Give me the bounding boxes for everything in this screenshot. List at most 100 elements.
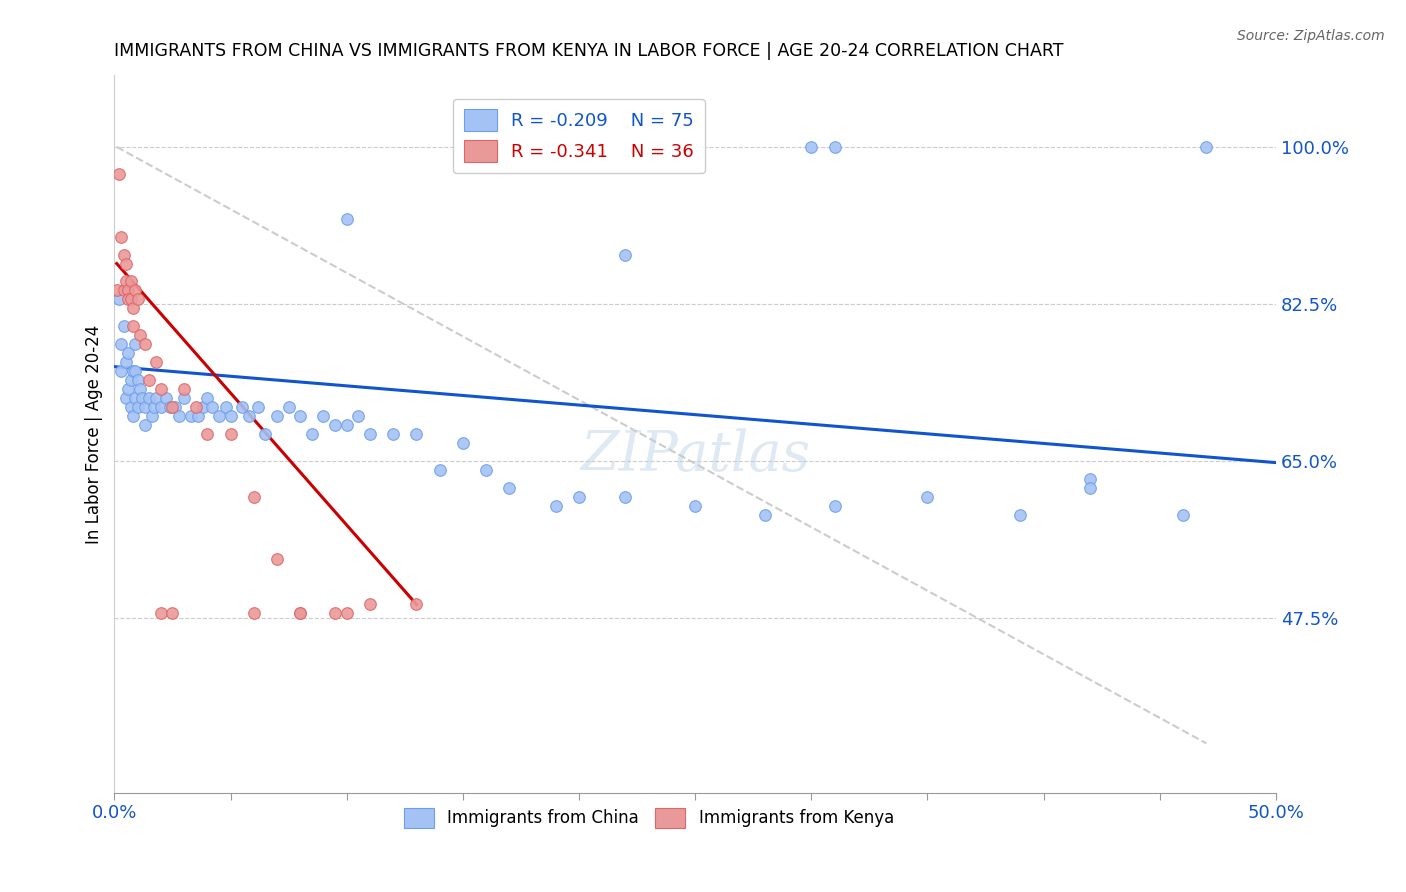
Point xyxy=(323,607,346,621)
Point xyxy=(173,391,195,405)
Point xyxy=(169,409,191,423)
Point xyxy=(149,382,172,396)
Point xyxy=(127,373,149,387)
Point xyxy=(277,400,299,414)
Point xyxy=(122,364,145,378)
Point xyxy=(117,293,139,307)
Point xyxy=(359,597,381,611)
Point xyxy=(110,229,132,244)
Point xyxy=(173,382,195,396)
Point xyxy=(124,284,146,298)
Point xyxy=(824,499,846,513)
Point xyxy=(347,409,370,423)
Legend: Immigrants from China, Immigrants from Kenya: Immigrants from China, Immigrants from K… xyxy=(396,801,901,835)
Point xyxy=(336,417,359,432)
Text: Source: ZipAtlas.com: Source: ZipAtlas.com xyxy=(1237,29,1385,43)
Point xyxy=(163,400,186,414)
Point xyxy=(131,391,153,405)
Point xyxy=(359,426,381,441)
Point xyxy=(105,284,128,298)
Point xyxy=(187,409,209,423)
Point xyxy=(108,167,131,181)
Point xyxy=(120,400,142,414)
Point xyxy=(208,409,231,423)
Point xyxy=(917,490,939,504)
Point xyxy=(429,463,451,477)
Point xyxy=(243,490,266,504)
Point xyxy=(754,508,776,522)
Point xyxy=(243,607,266,621)
Point xyxy=(112,319,135,334)
Point xyxy=(336,607,359,621)
Point xyxy=(254,426,277,441)
Point xyxy=(120,373,142,387)
Point xyxy=(266,409,288,423)
Point xyxy=(120,293,142,307)
Point xyxy=(290,607,312,621)
Point xyxy=(1195,140,1218,154)
Point xyxy=(110,364,132,378)
Point xyxy=(162,607,184,621)
Point xyxy=(405,426,427,441)
Point xyxy=(195,391,218,405)
Point xyxy=(1171,508,1194,522)
Point xyxy=(231,400,253,414)
Point xyxy=(323,417,346,432)
Point xyxy=(544,499,567,513)
Point xyxy=(475,463,498,477)
Point xyxy=(195,426,218,441)
Point xyxy=(149,607,172,621)
Point xyxy=(247,400,270,414)
Point xyxy=(1078,481,1101,495)
Point xyxy=(1010,508,1032,522)
Point xyxy=(129,328,152,343)
Point xyxy=(142,400,165,414)
Point xyxy=(134,417,156,432)
Point xyxy=(149,400,172,414)
Point xyxy=(117,346,139,360)
Point xyxy=(336,211,359,226)
Point xyxy=(191,400,214,414)
Point xyxy=(117,284,139,298)
Point xyxy=(122,319,145,334)
Point xyxy=(1078,472,1101,486)
Point xyxy=(159,400,181,414)
Point xyxy=(117,382,139,396)
Point xyxy=(568,490,591,504)
Point xyxy=(138,373,160,387)
Y-axis label: In Labor Force | Age 20-24: In Labor Force | Age 20-24 xyxy=(86,325,103,543)
Point xyxy=(129,382,152,396)
Point xyxy=(290,409,312,423)
Point xyxy=(127,400,149,414)
Point xyxy=(145,355,167,369)
Point xyxy=(180,409,202,423)
Point xyxy=(215,400,238,414)
Point xyxy=(122,409,145,423)
Point xyxy=(201,400,224,414)
Point xyxy=(614,247,637,261)
Point xyxy=(138,391,160,405)
Point xyxy=(162,400,184,414)
Point xyxy=(134,337,156,351)
Point xyxy=(145,391,167,405)
Point xyxy=(112,284,135,298)
Point xyxy=(122,301,145,316)
Point xyxy=(141,409,163,423)
Point xyxy=(219,426,242,441)
Point xyxy=(824,140,846,154)
Point xyxy=(108,293,131,307)
Text: IMMIGRANTS FROM CHINA VS IMMIGRANTS FROM KENYA IN LABOR FORCE | AGE 20-24 CORREL: IMMIGRANTS FROM CHINA VS IMMIGRANTS FROM… xyxy=(114,42,1064,60)
Point xyxy=(110,337,132,351)
Text: ZIPatlas: ZIPatlas xyxy=(581,428,810,483)
Point xyxy=(112,247,135,261)
Point xyxy=(155,391,177,405)
Point xyxy=(219,409,242,423)
Point xyxy=(290,607,312,621)
Point xyxy=(134,400,156,414)
Point xyxy=(405,597,427,611)
Point xyxy=(127,293,149,307)
Point xyxy=(115,256,138,270)
Point xyxy=(124,364,146,378)
Point xyxy=(266,552,288,566)
Point xyxy=(312,409,335,423)
